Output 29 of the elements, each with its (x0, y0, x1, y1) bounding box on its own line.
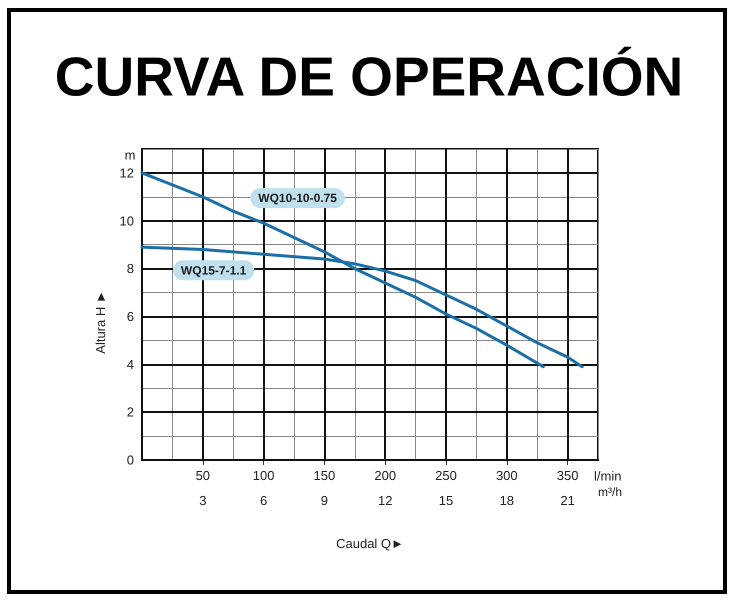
y-tick-label: 12 (120, 165, 134, 180)
series-label: WQ10-10-0.75 (258, 191, 338, 206)
x2-tick-label: 3 (199, 493, 206, 508)
x-tick-label: 350 (556, 468, 578, 483)
x-tick-label: 300 (496, 468, 518, 483)
text: m (124, 148, 136, 162)
series-label: WQ15-7-1.1 (180, 263, 247, 278)
x-tick-label: 150 (314, 468, 336, 483)
chart-title: CURVA DE OPERACIÓN (54, 46, 684, 108)
y-tick-label: 6 (126, 308, 134, 324)
y-tick-label: 10 (120, 213, 134, 228)
x-tick-label: 50 (196, 468, 210, 483)
y-tick-label: 2 (126, 404, 134, 420)
x2-tick-label: 12 (378, 493, 392, 508)
y-tick-label: 8 (126, 261, 134, 276)
y-tick-label: 4 (126, 356, 134, 372)
x-axis-title: Caudal Q► (336, 536, 404, 551)
x-tick-label: 200 (374, 468, 396, 483)
x-tick-label: 250 (435, 468, 457, 483)
x-tick-label: 100 (252, 468, 274, 483)
x2-tick-label: 6 (260, 493, 268, 508)
x2-tick-label: 18 (500, 493, 514, 508)
y-tick-label: 0 (126, 452, 134, 468)
text: l/min (594, 468, 622, 484)
x2-axis-title: m³/h (598, 485, 622, 499)
x2-tick-label: 21 (560, 493, 575, 508)
x2-tick-label: 9 (320, 493, 328, 508)
y-axis-title: Altura H ► (93, 290, 108, 354)
x2-tick-label: 15 (438, 493, 454, 508)
